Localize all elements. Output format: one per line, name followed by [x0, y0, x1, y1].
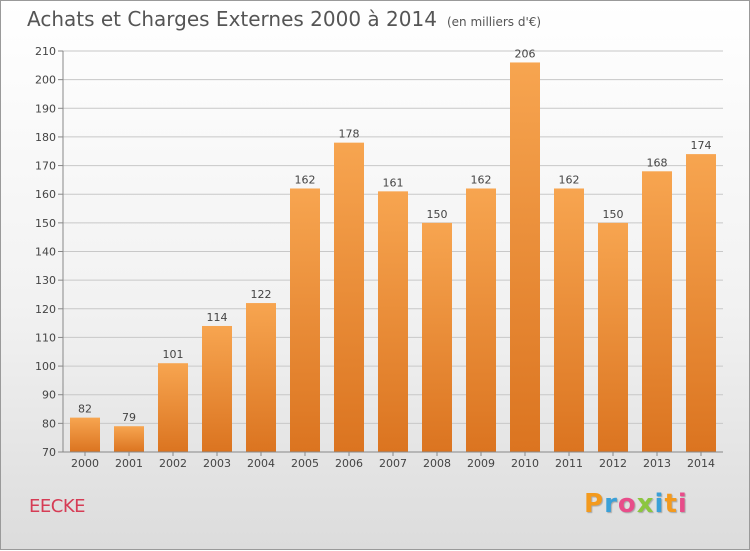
proxiti-logo[interactable]: Proxiti: [584, 489, 688, 519]
y-tick-label: 170: [35, 160, 56, 173]
y-tick-label: 130: [35, 274, 56, 287]
bar: [246, 303, 276, 452]
data-label: 174: [691, 139, 712, 152]
y-tick-label: 150: [35, 217, 56, 230]
x-tick-label: 2006: [335, 457, 363, 470]
logo-letter: i: [677, 489, 688, 519]
logo-letter: x: [636, 489, 655, 519]
bar: [466, 188, 496, 452]
logo-letter: o: [617, 489, 637, 519]
data-label: 162: [471, 173, 492, 186]
y-tick-label: 210: [35, 45, 56, 58]
x-tick-label: 2014: [687, 457, 715, 470]
data-label: 114: [207, 311, 228, 324]
x-tick-label: 2009: [467, 457, 495, 470]
data-label: 122: [251, 288, 272, 301]
bar: [202, 325, 232, 452]
x-tick-label: 2004: [247, 457, 275, 470]
y-tick-label: 140: [35, 246, 56, 259]
bar: [114, 426, 144, 452]
data-label: 101: [163, 348, 184, 361]
data-labels: 82 79 101 114 122 162 178 161 150 162 206 162 150 168…: [78, 47, 712, 424]
data-label: 168: [647, 156, 668, 169]
y-tick-label: 70: [42, 446, 56, 459]
bar: [642, 171, 672, 453]
chart-title-text: Achats et Charges Externes 2000 à 2014: [27, 7, 437, 31]
x-tick-label: 2003: [203, 457, 231, 470]
bar: [70, 417, 100, 452]
data-label: 178: [339, 128, 360, 141]
chart-title: Achats et Charges Externes 2000 à 2014 (e…: [27, 7, 541, 31]
x-tick-label: 2008: [423, 457, 451, 470]
y-tick-label: 110: [35, 331, 56, 344]
bar: [334, 142, 364, 452]
y-tick-label: 120: [35, 303, 56, 316]
bar: [378, 191, 408, 452]
bar: [686, 154, 716, 452]
bars: [70, 62, 716, 453]
data-label: 150: [603, 208, 624, 221]
axes: [62, 51, 723, 453]
bar: [554, 188, 584, 452]
x-tick-label: 2007: [379, 457, 407, 470]
x-tick-label: 2000: [71, 457, 99, 470]
y-tick-label: 200: [35, 74, 56, 87]
x-tick-label: 2012: [599, 457, 627, 470]
data-label: 162: [559, 173, 580, 186]
y-tick-label: 90: [42, 389, 56, 402]
place-name: EECKE: [29, 496, 86, 517]
y-tick-label: 160: [35, 188, 56, 201]
x-tick-label: 2002: [159, 457, 187, 470]
data-label: 161: [383, 176, 404, 189]
y-tick-label: 180: [35, 131, 56, 144]
x-tick-label: 2011: [555, 457, 583, 470]
y-tick-label: 190: [35, 102, 56, 115]
y-tick-label: 80: [42, 417, 56, 430]
x-tick-labels: 2000 2001 2002 2003 2004 2005 2006 2007 2008 2009…: [71, 452, 715, 470]
logo-letter: t: [664, 489, 678, 519]
bar: [290, 188, 320, 452]
x-tick-label: 2010: [511, 457, 539, 470]
y-tick-label: 100: [35, 360, 56, 373]
data-label: 206: [515, 47, 536, 60]
data-label: 162: [295, 173, 316, 186]
bar: [158, 363, 188, 452]
data-label: 82: [78, 403, 92, 416]
x-tick-label: 2013: [643, 457, 671, 470]
data-label: 79: [122, 411, 136, 424]
bar: [598, 222, 628, 452]
bar: [422, 222, 452, 452]
x-tick-label: 2005: [291, 457, 319, 470]
chart-subtitle: (en milliers d'€): [446, 15, 542, 29]
logo-letter: i: [654, 489, 665, 519]
logo-letter: r: [604, 489, 618, 519]
bar: [510, 62, 540, 452]
y-tick-labels: 70 80 90 100 110 120 130 140 150 160 170 180 190 200 2…: [35, 45, 63, 459]
x-tick-label: 2001: [115, 457, 143, 470]
logo-letter: P: [584, 489, 605, 519]
data-label: 150: [427, 208, 448, 221]
